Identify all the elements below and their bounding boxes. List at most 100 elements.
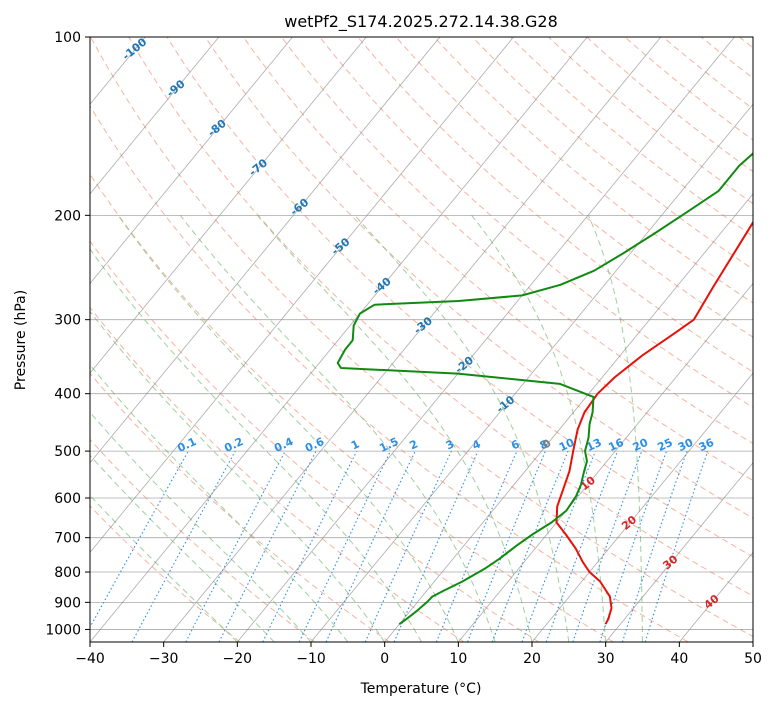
isotherm-label: 40 xyxy=(702,592,722,612)
isotherm-label: -30 xyxy=(411,314,435,337)
plot-frame xyxy=(89,36,754,643)
mixing-ratio-line xyxy=(621,450,688,642)
mixing-ratio-label: 0.4 xyxy=(272,435,295,455)
moist-adiabat-line xyxy=(587,215,643,642)
x-tick-label: 10 xyxy=(449,651,467,667)
isotherm-line xyxy=(310,103,753,642)
dry-adiabat-line xyxy=(166,37,753,558)
dry-adiabat-line xyxy=(624,37,753,141)
x-tick-label: −30 xyxy=(149,651,179,667)
dry-adiabat-line xyxy=(357,37,753,373)
dry-adiabat-line xyxy=(90,240,540,642)
mixing-ratio-label: 2 xyxy=(408,437,420,452)
x-tick-label: −10 xyxy=(296,651,326,667)
isotherm-line xyxy=(90,37,515,554)
y-axis-label: Pressure (hPa) xyxy=(13,290,29,390)
y-tick-label: 700 xyxy=(54,531,81,547)
dry-adiabat-line xyxy=(242,37,753,482)
isotherm-label: -70 xyxy=(246,156,270,179)
isotherm-label: -10 xyxy=(494,393,518,416)
x-tick-label: 30 xyxy=(597,651,615,667)
isotherm-line xyxy=(90,37,220,195)
x-tick-label: 40 xyxy=(670,651,688,667)
isotherm-label: -40 xyxy=(370,275,394,298)
mixing-ratio-line xyxy=(393,450,479,642)
mixing-ratio-line xyxy=(218,450,317,642)
axes: −40 −30 −20 −10 0 10 20 30 40 50 100 200 300 400 500 60… xyxy=(45,30,762,667)
mixing-ratio-label: 25 xyxy=(655,436,674,454)
moist-adiabat-line xyxy=(179,214,496,642)
isotherm-label: 20 xyxy=(619,513,639,533)
dry-adiabat-line xyxy=(739,37,753,49)
x-axis-label: Temperature (°C) xyxy=(360,681,482,697)
moist-adiabat-line xyxy=(90,248,422,642)
isotherm-line xyxy=(236,37,736,642)
x-tick-label: −40 xyxy=(75,651,105,667)
dry-adiabat-line xyxy=(395,37,753,338)
x-tick-label: 50 xyxy=(744,651,762,667)
isotherm-line xyxy=(90,37,367,374)
x-tick-label: 0 xyxy=(380,651,389,667)
y-tick-label: 300 xyxy=(54,313,81,329)
x-tick-label: −20 xyxy=(223,651,253,667)
moist-adiabat-line xyxy=(90,364,349,642)
y-tick-label: 200 xyxy=(54,208,81,224)
moist-adiabat-line xyxy=(471,214,607,642)
temperature-line xyxy=(555,220,753,625)
y-tick-label: 900 xyxy=(54,595,81,611)
mixing-ratio-line xyxy=(644,450,709,642)
mixing-ratio-line xyxy=(131,450,236,642)
y-tick-label: 600 xyxy=(54,491,81,507)
mixing-ratio-line xyxy=(298,450,391,642)
isotherm-label: -100 xyxy=(120,35,150,63)
dry-adiabat-line xyxy=(90,438,316,642)
y-tick-label: 400 xyxy=(54,387,81,403)
dry-adiabat-line xyxy=(90,104,689,642)
mixing-ratio-label: 13 xyxy=(584,436,603,454)
dry-adiabat-line xyxy=(433,37,753,304)
isotherm-label: 30 xyxy=(660,552,680,572)
mixing-ratio-label: 30 xyxy=(676,436,696,454)
mixing-ratio-line xyxy=(491,450,569,642)
mixing-ratio-label: 0.6 xyxy=(303,435,326,455)
y-tick-label: 100 xyxy=(54,30,81,46)
isotherm-line xyxy=(384,193,753,642)
mixing-ratio-label: 10 xyxy=(557,436,577,454)
mixing-ratio-line xyxy=(435,450,518,642)
mixing-ratio-label: 0.1 xyxy=(175,435,198,455)
isotherm-line xyxy=(163,37,662,642)
moist-adiabat-line xyxy=(257,214,533,642)
dry-adiabat-line xyxy=(90,372,390,642)
moist-adiabat-line xyxy=(90,454,275,642)
dry-adiabat-line xyxy=(204,37,753,519)
mixing-ratio-line xyxy=(364,450,452,642)
dry-adiabat-line xyxy=(90,306,465,642)
mixing-ratio-line xyxy=(90,450,189,629)
y-tick-label: 1000 xyxy=(45,622,81,638)
dewpoint-line xyxy=(336,152,753,626)
dry-adiabat-line xyxy=(319,37,753,409)
dry-adiabat-line xyxy=(90,505,241,642)
mixing-ratio-line xyxy=(572,450,643,642)
mixing-ratio-label: 20 xyxy=(631,436,651,454)
moist-adiabat-line xyxy=(90,411,312,642)
isotherm-line xyxy=(752,641,753,642)
mixing-ratio-line xyxy=(185,450,286,642)
isotherm-label: -50 xyxy=(329,235,353,258)
isotherm-line xyxy=(90,37,588,642)
dry-adiabat-line xyxy=(128,37,753,597)
dry-adiabat-line xyxy=(586,37,753,173)
moist-adiabat-line xyxy=(90,310,386,642)
moist-adiabat-line xyxy=(90,494,238,642)
dry-adiabat-line xyxy=(548,37,753,205)
mixing-ratio-label: 4 xyxy=(470,437,483,452)
series xyxy=(336,152,753,626)
mixing-ratio-line xyxy=(262,450,358,642)
y-tick-label: 500 xyxy=(54,444,81,460)
isotherm-label: -90 xyxy=(164,77,188,100)
isotherm-line xyxy=(90,37,441,464)
mixing-ratio-label: 3 xyxy=(444,437,456,452)
background-lines xyxy=(90,37,753,642)
mixing-ratio-label: 1 xyxy=(349,437,361,452)
